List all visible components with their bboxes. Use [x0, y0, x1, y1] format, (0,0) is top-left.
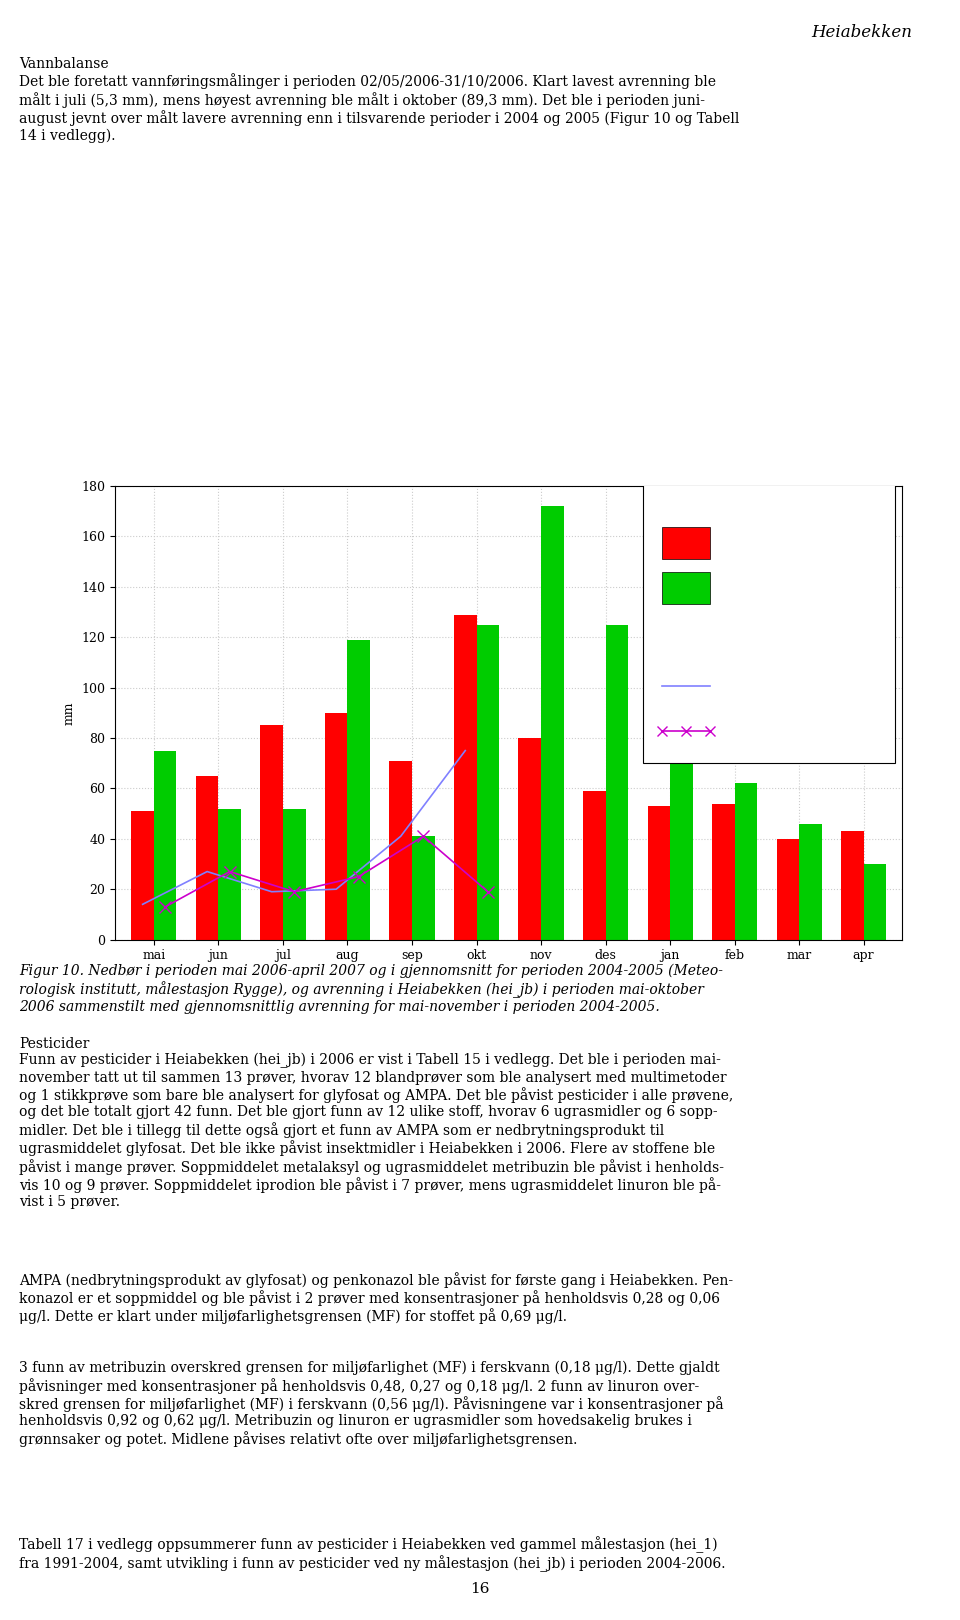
Text: Vannbalanse
Det ble foretatt vannføringsmålinger i perioden 02/05/2006-31/10/200: Vannbalanse Det ble foretatt vannførings…: [19, 57, 739, 143]
Bar: [670, 698, 693, 940]
Bar: [841, 831, 864, 940]
Bar: [196, 776, 219, 940]
Text: Tabell 17 i vedlegg oppsummerer funn av pesticider i Heiabekken ved gammel måles: Tabell 17 i vedlegg oppsummerer funn av …: [19, 1536, 726, 1571]
Text: 2004-2006: 2004-2006: [721, 536, 778, 544]
Text: Nedbar, 17150 Rygge: Nedbar, 17150 Rygge: [659, 496, 773, 504]
Bar: [476, 625, 499, 940]
Text: Heiabekken: Heiabekken: [811, 24, 912, 40]
Text: 2006: 2006: [721, 726, 748, 735]
Bar: [518, 739, 541, 940]
Text: 2004-2005: 2004-2005: [721, 680, 778, 690]
Bar: [412, 836, 435, 940]
Bar: [390, 761, 412, 940]
Y-axis label: mm: mm: [63, 701, 76, 724]
Text: Avrenning, Bekkestasjon: Avrenning, Bekkestasjon: [659, 635, 788, 645]
Bar: [583, 791, 606, 940]
Bar: [864, 863, 886, 940]
Bar: [799, 823, 822, 940]
Bar: [777, 839, 799, 940]
Bar: [132, 812, 154, 940]
Bar: [541, 505, 564, 940]
Text: Pesticider
Funn av pesticider i Heiabekken (hei_jb) i 2006 er vist i Tabell 15 i: Pesticider Funn av pesticider i Heiabekk…: [19, 1037, 733, 1209]
Bar: [648, 807, 670, 940]
Bar: [348, 640, 370, 940]
Bar: [219, 808, 241, 940]
Text: Figur 10. Nedbør i perioden mai 2006-april 2007 og i gjennomsnitt for perioden 2: Figur 10. Nedbør i perioden mai 2006-apr…: [19, 964, 723, 1014]
Bar: [712, 804, 734, 940]
Text: AMPA (nedbrytningsprodukt av glyfosat) og penkonazol ble påvist for første gang : AMPA (nedbrytningsprodukt av glyfosat) o…: [19, 1272, 733, 1325]
FancyBboxPatch shape: [662, 526, 709, 559]
Bar: [454, 614, 476, 940]
Bar: [606, 625, 628, 940]
Bar: [734, 784, 757, 940]
Text: 3 funn av metribuzin overskred grensen for miljøfarlighet (MF) i ferskvann (0,18: 3 funn av metribuzin overskred grensen f…: [19, 1361, 724, 1447]
Text: 16: 16: [470, 1581, 490, 1596]
Text: 2006-2007: 2006-2007: [721, 582, 778, 590]
Bar: [154, 750, 177, 940]
Bar: [324, 713, 348, 940]
Bar: [260, 726, 283, 940]
FancyBboxPatch shape: [662, 572, 709, 604]
Bar: [283, 808, 305, 940]
FancyBboxPatch shape: [642, 481, 895, 763]
